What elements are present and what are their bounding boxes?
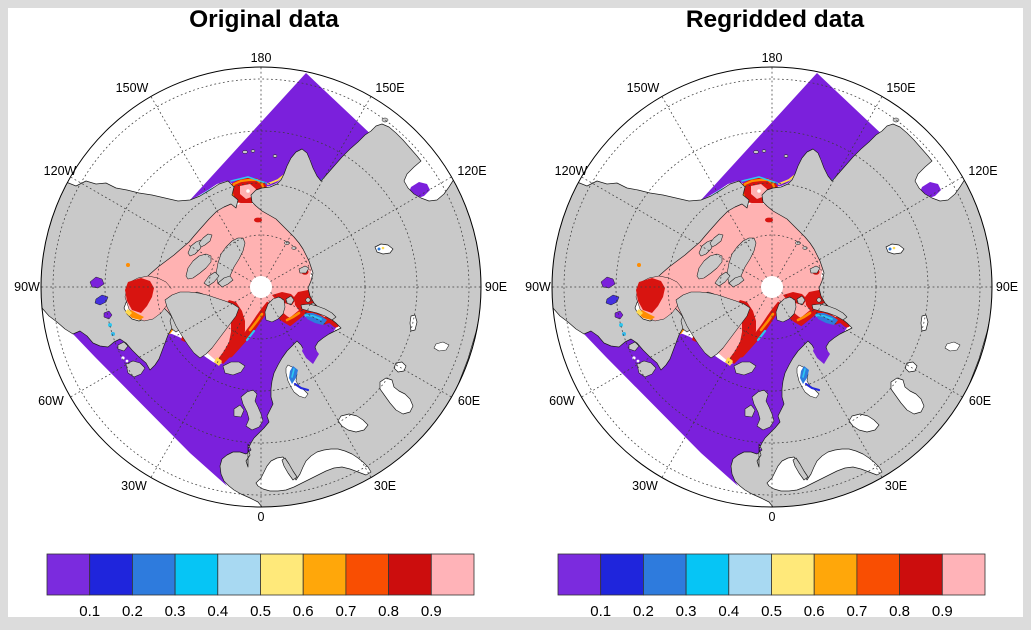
svg-text:30W: 30W — [121, 479, 147, 493]
svg-text:180: 180 — [251, 51, 272, 65]
svg-text:0.8: 0.8 — [378, 603, 399, 620]
svg-text:0.3: 0.3 — [165, 603, 186, 620]
svg-text:150E: 150E — [375, 81, 404, 95]
svg-text:60E: 60E — [458, 394, 480, 408]
svg-text:0.6: 0.6 — [293, 603, 314, 620]
svg-text:150W: 150W — [116, 81, 149, 95]
svg-text:Regridded data: Regridded data — [686, 6, 865, 33]
svg-text:90E: 90E — [485, 280, 507, 294]
svg-text:120W: 120W — [44, 164, 77, 178]
svg-text:30E: 30E — [374, 479, 396, 493]
svg-text:60W: 60W — [38, 394, 64, 408]
svg-text:0.2: 0.2 — [122, 603, 143, 620]
svg-text:0.4: 0.4 — [207, 603, 228, 620]
svg-text:0.7: 0.7 — [335, 603, 356, 620]
svg-text:0.1: 0.1 — [79, 603, 100, 620]
svg-text:0.5: 0.5 — [250, 603, 271, 620]
svg-text:120E: 120E — [457, 164, 486, 178]
svg-text:0.9: 0.9 — [421, 603, 442, 620]
svg-text:Original data: Original data — [189, 6, 339, 33]
svg-text:0: 0 — [258, 510, 265, 524]
svg-text:90W: 90W — [14, 280, 40, 294]
